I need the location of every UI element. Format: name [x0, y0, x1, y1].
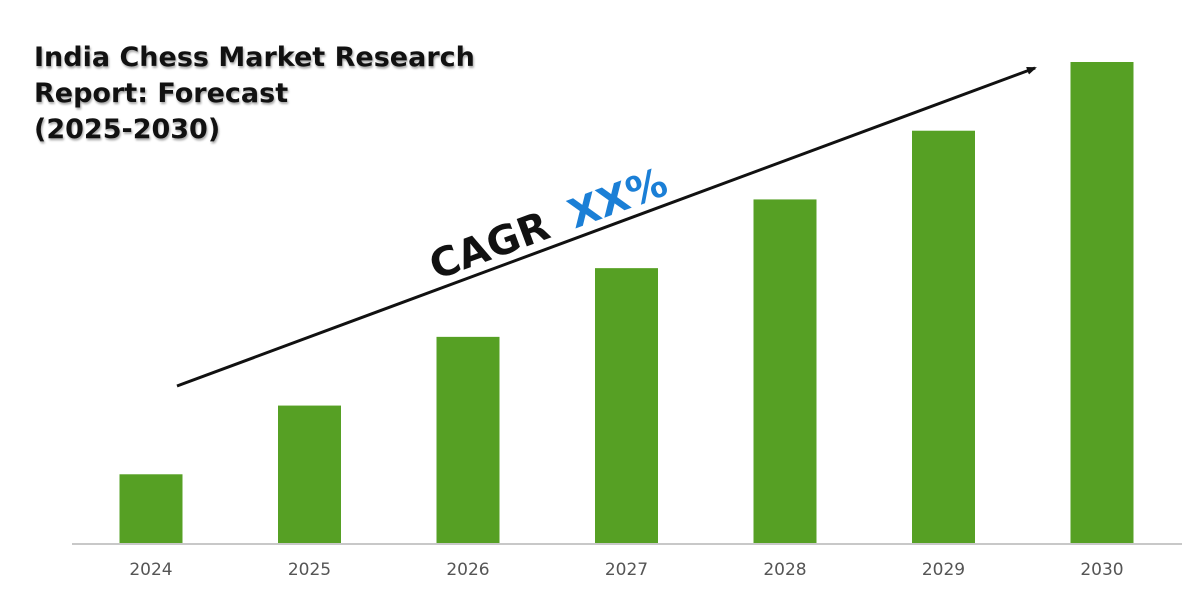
bar-2029 — [912, 130, 975, 543]
x-tick-label: 2025 — [288, 560, 331, 580]
bar-2027 — [595, 268, 658, 543]
growth-arrow — [176, 66, 1037, 388]
x-tick-label: 2030 — [1080, 560, 1123, 580]
bar-2024 — [119, 474, 183, 543]
chart-title: India Chess Market Research Report: Fore… — [34, 40, 475, 148]
cagr-value: XX% — [562, 160, 673, 238]
x-tick-label: 2027 — [605, 560, 648, 580]
title-line: Report: Forecast — [34, 78, 289, 109]
x-tick-label: 2024 — [129, 560, 172, 580]
x-tick-label: 2026 — [446, 560, 489, 580]
x-tick-label: 2028 — [763, 560, 806, 580]
bar-2026 — [436, 336, 500, 543]
bar-2030 — [1070, 62, 1134, 543]
bar-2025 — [278, 405, 341, 543]
x-tick-label: 2029 — [922, 560, 965, 580]
title-line: (2025-2030) — [34, 114, 221, 145]
bar-2028 — [753, 199, 817, 543]
cagr-label: CAGR — [424, 203, 556, 289]
title-line: India Chess Market Research — [34, 42, 475, 73]
